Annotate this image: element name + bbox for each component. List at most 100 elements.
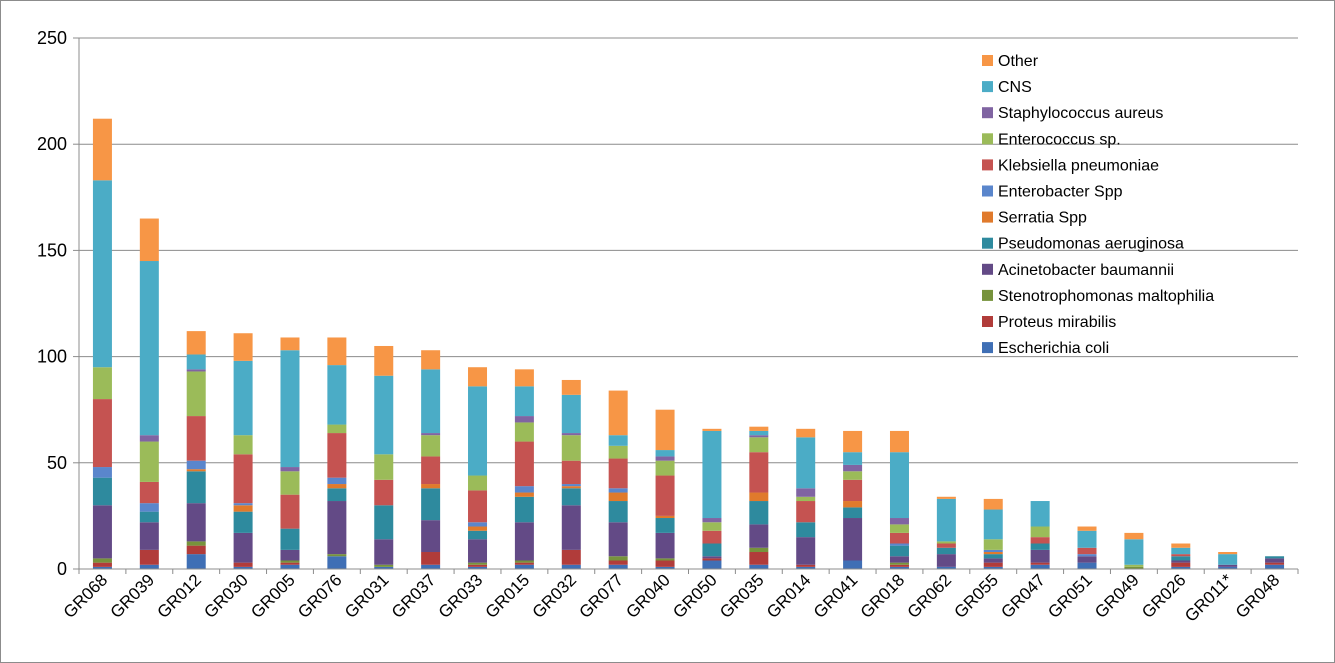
bar-segment [561,486,581,489]
bar-segment [280,564,300,569]
bar-segment [468,522,488,527]
bar-segment [702,530,722,544]
bar-segment [280,350,300,468]
bar-segment [889,524,909,533]
bar-segment [561,460,581,485]
y-tick-label: 200 [37,134,67,154]
bar-segment [561,505,581,550]
bar-segment [374,566,394,569]
x-tick-label: GR018 [857,570,909,622]
x-tick-label: GR049 [1091,570,1143,622]
bar-segment [608,488,628,493]
bar-segment [889,566,909,569]
x-tick-label: GR041 [810,570,862,622]
legend-label: Klebsiella pneumoniae [998,157,1159,174]
x-tick-label: GR050 [669,570,721,622]
bar-segment [280,549,300,561]
bar-segment [280,471,300,495]
bar-segment [983,566,1003,569]
bar-segment [186,354,206,370]
bar-segment [608,458,628,489]
x-axis-labels: GR068GR039GR012GR030GR005GR076GR031GR037… [60,570,1284,626]
legend-swatch [982,289,993,301]
bar-segment [327,488,347,502]
bar-segment [327,484,347,489]
bar-segment [843,452,863,465]
bar-segment [233,454,253,504]
x-tick-label: GR030 [200,570,252,622]
bar-segment [280,528,300,550]
bar-segment [983,509,1003,540]
bar-segment [796,522,816,538]
bar-segment [936,543,956,548]
bar-segment [702,518,722,523]
bar-segment [655,515,675,519]
bar-segment [421,488,441,521]
bar-segment [421,350,441,370]
bar-segment [655,450,675,457]
bar-segment [186,554,206,569]
legend-swatch [982,107,993,119]
bar-segment [1124,532,1144,540]
bar-segment [1171,562,1191,567]
bar-segment [889,452,909,519]
bar-segment [796,537,816,565]
bar-segment [92,562,112,567]
bar-segment [186,545,206,555]
x-tick-label: GR047 [997,570,1049,622]
bar-segment [514,562,534,565]
bar-segment [139,261,159,436]
bar-segment [843,560,863,569]
x-tick-label: GR077 [575,570,627,622]
bar-segment [796,501,816,523]
bar-segment [1265,556,1285,559]
bar-segment [749,437,769,453]
bar-segment [936,554,956,567]
bar-segment [468,526,488,531]
bar-segment [843,430,863,453]
bar-segment [1030,526,1050,538]
bar-segment [421,369,441,434]
bar-segment [421,564,441,569]
bar-segment [889,556,909,563]
bar-segment [514,441,534,487]
bar-segment [233,435,253,455]
bar-segment [843,518,863,561]
bar-segment [1218,554,1238,565]
x-tick-label: GR032 [529,570,581,622]
bar-segment [1265,564,1285,569]
bar-segment [796,488,816,497]
bar-segment [889,543,909,546]
bar-segment [468,386,488,476]
bar-segment [655,409,675,451]
bar-segment [796,564,816,567]
bar-segment [374,564,394,567]
bar-segment [186,503,206,542]
bar-segment [889,545,909,557]
bar-segment [655,518,675,533]
x-tick-label: GR051 [1044,570,1096,622]
bar-segment [1124,566,1144,569]
bar-segment [514,416,534,423]
bar-segment [1171,560,1191,563]
bar-segment [749,564,769,569]
bar-segment [1030,537,1050,544]
bar-segment [702,556,722,559]
legend: Other CNS Staphylococcus aureus Enterococcu… [982,53,1214,357]
bar-segment [374,479,394,506]
bar-segment [421,520,441,553]
bar-segment [749,547,769,553]
bar-segment [421,552,441,565]
bar-segment [1171,554,1191,557]
bar-segment [233,511,253,533]
bar-segment [468,562,488,565]
bar-segment [796,566,816,569]
x-tick-label: GR040 [622,570,674,622]
y-tick-label: 250 [37,28,67,48]
x-tick-label: GR031 [341,570,393,622]
bar-segment [1030,564,1050,569]
bar-segment [608,564,628,569]
legend-label: CNS [998,79,1032,96]
legend-swatch [982,316,993,327]
